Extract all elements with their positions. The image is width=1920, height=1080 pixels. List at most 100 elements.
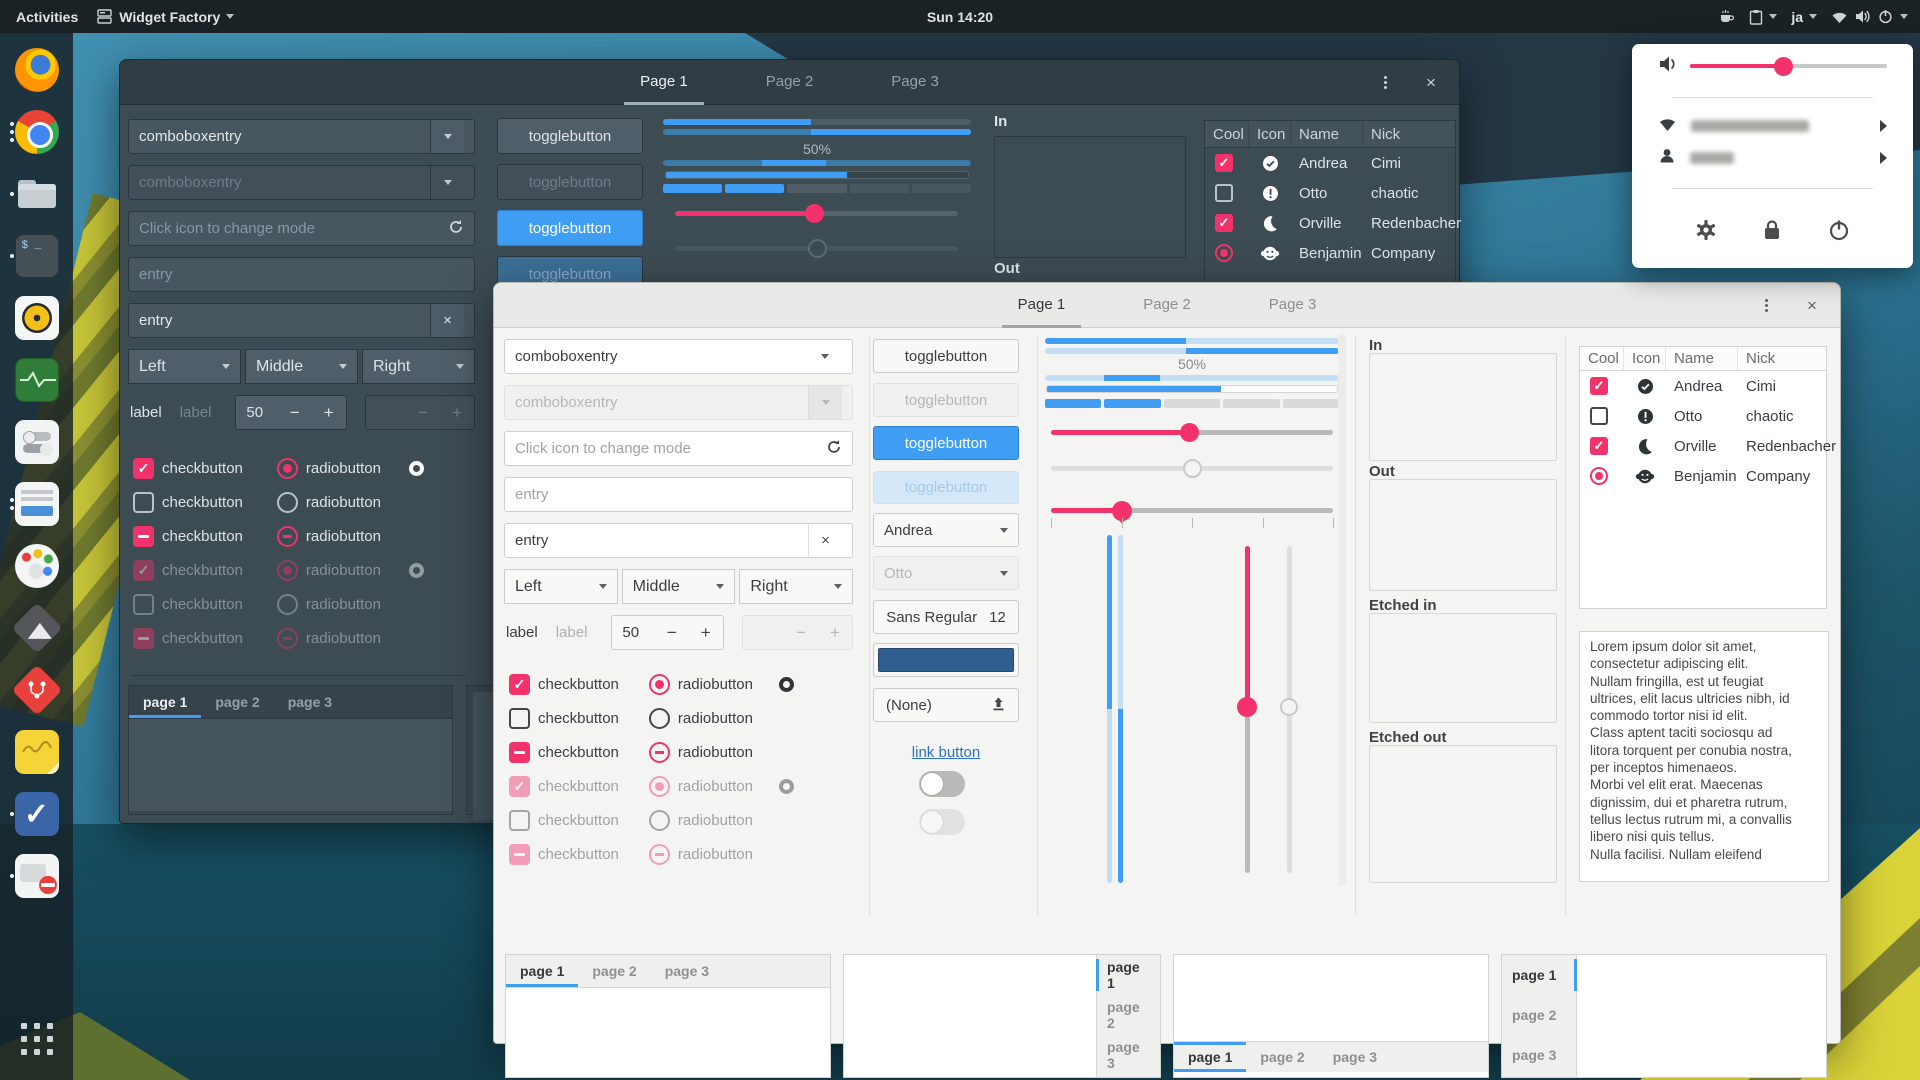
lorem-text-view[interactable]: Lorem ipsum dolor sit amet, consectetur … xyxy=(1579,631,1829,882)
scrollbar[interactable] xyxy=(1338,334,1346,886)
system-status-menu[interactable] xyxy=(1831,8,1908,25)
radiobutton-checked[interactable] xyxy=(276,457,298,479)
coffee-icon[interactable] xyxy=(1718,8,1735,25)
spin-plus-button[interactable]: + xyxy=(323,402,334,422)
keyboard-layout-menu[interactable]: ja xyxy=(1791,9,1817,25)
dock-item-app-grid[interactable] xyxy=(8,1012,66,1066)
tab-page3[interactable]: page 3 xyxy=(287,694,333,710)
table-row[interactable]: Benjamin Company xyxy=(1205,238,1455,268)
dock-item-audio[interactable] xyxy=(8,291,66,345)
checkbutton-unchecked[interactable] xyxy=(133,491,154,513)
togglebutton[interactable]: togglebutton xyxy=(497,118,643,154)
tab-page-1[interactable]: Page 1 xyxy=(1001,283,1082,328)
cool-checkbox-checked[interactable]: ✓ xyxy=(1590,437,1608,455)
scale-with-marks[interactable] xyxy=(1051,500,1334,530)
tab-page2[interactable]: page 2 xyxy=(215,694,260,710)
entry-placeholder[interactable]: entry xyxy=(504,477,853,512)
cool-checkbox-checked[interactable]: ✓ xyxy=(1215,154,1233,172)
tab-page-3[interactable]: Page 3 xyxy=(891,72,939,90)
dock-item-tweaks[interactable] xyxy=(8,415,66,469)
cool-checkbox-unchecked[interactable] xyxy=(1590,407,1608,425)
checkbutton-mixed[interactable] xyxy=(509,741,530,763)
tab-page2[interactable]: page 2 xyxy=(592,963,637,979)
vertical-scale-knob[interactable] xyxy=(1237,697,1257,717)
people-table[interactable]: Cool Icon Name Nick ✓ Andrea Cimi Otto chaotic… xyxy=(1579,346,1836,609)
cool-checkbox-checked[interactable]: ✓ xyxy=(1215,214,1233,232)
cool-radio-selected[interactable] xyxy=(1215,244,1233,262)
spin-minus-button[interactable]: − xyxy=(289,402,300,422)
clear-icon[interactable]: × xyxy=(808,524,842,557)
tab-page-2[interactable]: Page 2 xyxy=(765,72,814,90)
combobox-name[interactable]: Andrea xyxy=(873,513,1019,547)
checkbutton-checked[interactable]: ✓ xyxy=(133,457,154,479)
clear-icon[interactable]: × xyxy=(430,304,464,337)
dock-item-tasks[interactable]: ✓ xyxy=(8,787,66,841)
dock-item-software[interactable] xyxy=(8,477,66,531)
link-button[interactable]: link button xyxy=(911,744,981,761)
power-button[interactable] xyxy=(1828,219,1850,246)
wifi-row[interactable] xyxy=(1632,112,1913,140)
entry-with-clear[interactable]: entry × xyxy=(504,523,853,558)
app-menu[interactable]: Widget Factory xyxy=(96,8,235,25)
activities-button[interactable]: Activities xyxy=(16,8,79,25)
combo-left[interactable]: Left xyxy=(504,569,618,604)
table-row[interactable]: ✓ Orville Redenbacher xyxy=(1580,431,1836,461)
scale-knob[interactable] xyxy=(1111,501,1132,521)
togglebutton[interactable]: togglebutton xyxy=(873,339,1019,373)
dock-item-recorder[interactable] xyxy=(8,849,66,903)
tab-page2[interactable]: page 2 xyxy=(1107,999,1140,1031)
radio-indicator[interactable] xyxy=(408,460,424,476)
table-row[interactable]: Otto chaotic xyxy=(1580,401,1826,431)
spinbutton[interactable]: 50− + xyxy=(235,395,347,430)
close-button[interactable]: × xyxy=(1426,72,1436,92)
tab-page-2[interactable]: Page 2 xyxy=(1143,295,1191,313)
mode-entry[interactable]: Click icon to change mode xyxy=(128,211,475,246)
close-button[interactable]: × xyxy=(1807,295,1817,315)
table-header[interactable]: Cool Icon Name Nick xyxy=(1205,121,1455,148)
tab-page3[interactable]: page 3 xyxy=(1107,1039,1140,1071)
tab-page3[interactable]: page 3 xyxy=(664,963,710,979)
dock-item-notes[interactable] xyxy=(8,725,66,779)
table-row[interactable]: ✓ Orville Redenbacher xyxy=(1205,208,1461,238)
combo-middle[interactable]: Middle xyxy=(245,349,358,384)
spinbutton[interactable]: 50− + xyxy=(611,615,724,650)
table-row[interactable]: ✓ Andrea Cimi xyxy=(1205,148,1455,178)
tab-page2[interactable]: page 2 xyxy=(1260,1049,1305,1065)
table-row[interactable]: Otto chaotic xyxy=(1205,178,1455,208)
lock-icon[interactable] xyxy=(1762,219,1782,246)
entry-with-clear[interactable]: entry × xyxy=(128,303,475,338)
tab-page3[interactable]: page 3 xyxy=(1332,1049,1378,1065)
combo-left[interactable]: Left xyxy=(128,349,241,384)
radiobutton-mixed[interactable] xyxy=(648,741,670,763)
radiobutton-unchecked[interactable] xyxy=(648,707,670,729)
tab-page1[interactable]: page 1 xyxy=(1174,1042,1247,1072)
dock-item-firefox[interactable] xyxy=(8,43,66,97)
settings-button[interactable] xyxy=(1695,219,1717,246)
comboboxentry[interactable]: comboboxentry xyxy=(504,339,853,374)
volume-slider[interactable] xyxy=(1690,57,1887,76)
entry-placeholder[interactable]: entry xyxy=(128,257,475,292)
combo-right[interactable]: Right xyxy=(739,569,854,604)
volume-knob[interactable] xyxy=(1773,57,1793,76)
menu-button[interactable] xyxy=(1365,60,1405,105)
file-chooser-button[interactable]: (None) xyxy=(873,688,1019,722)
radiobutton-checked[interactable] xyxy=(648,673,670,695)
switch-off[interactable] xyxy=(919,771,965,797)
combo-dropdown-button[interactable] xyxy=(808,340,842,373)
togglebutton-active[interactable]: togglebutton xyxy=(873,426,1019,460)
combo-middle[interactable]: Middle xyxy=(621,569,736,604)
refresh-icon[interactable] xyxy=(826,439,842,459)
font-button[interactable]: Sans Regular 12 xyxy=(873,600,1019,634)
mode-entry[interactable]: Click icon to change mode xyxy=(504,431,853,466)
combo-dropdown-button[interactable] xyxy=(430,120,464,153)
table-row[interactable]: ✓ Andrea Cimi xyxy=(1580,371,1826,401)
tab-page1[interactable]: page 1 xyxy=(129,686,202,718)
window-header[interactable]: Page 1 Page 2 Page 3 × xyxy=(494,283,1840,328)
user-row[interactable] xyxy=(1632,144,1913,172)
clock[interactable]: Sun 14:20 xyxy=(926,8,994,25)
cool-radio-selected[interactable] xyxy=(1590,467,1608,485)
combo-right[interactable]: Right xyxy=(362,349,475,384)
dock-item-terminal[interactable] xyxy=(8,229,66,283)
radio-indicator[interactable] xyxy=(778,676,794,692)
tab-page-1[interactable]: Page 1 xyxy=(624,60,704,105)
